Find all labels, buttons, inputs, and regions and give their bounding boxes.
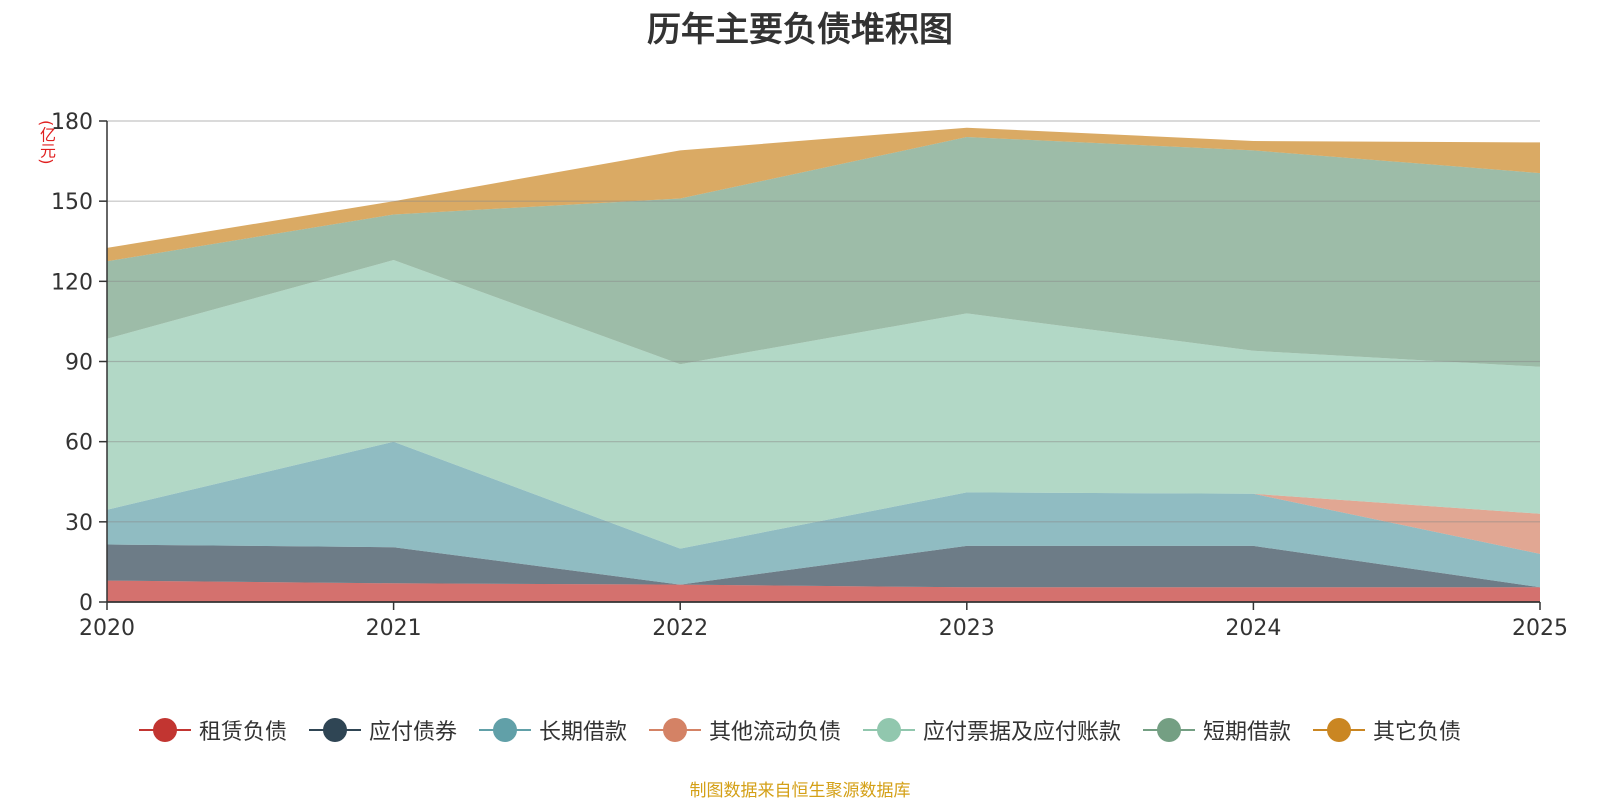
area-series-3 xyxy=(107,441,1540,588)
y-tick-label-0: 0 xyxy=(79,591,93,616)
x-tick-label-2023: 2023 xyxy=(939,616,995,641)
x-tick-label-2021: 2021 xyxy=(366,616,422,641)
legend-marker-icon xyxy=(863,717,915,743)
y-tick-label-120: 120 xyxy=(51,270,93,295)
chart-title: 历年主要负债堆积图 xyxy=(647,10,953,50)
y-tick-label-60: 60 xyxy=(65,431,93,456)
legend-item-4[interactable]: 其他流动负债 xyxy=(648,714,841,746)
legend-marker-icon xyxy=(478,717,531,743)
stacked-area-chart: 0 30 60 90 120 150 180 2020 2021 2022 2023 2024 2025 xyxy=(51,110,1568,641)
source-note: 制图数据来自恒生聚源数据库 xyxy=(689,781,911,801)
area-series-2 xyxy=(107,544,1540,588)
x-tick-label-2024: 2024 xyxy=(1225,616,1281,641)
legend-item-2[interactable]: 应付债券 xyxy=(308,714,457,746)
legend-label: 应付票据及应付账款 xyxy=(923,720,1122,745)
x-tick-label-2020: 2020 xyxy=(79,616,135,641)
y-tick-label-180: 180 xyxy=(51,110,93,135)
x-tick-label-2025: 2025 xyxy=(1512,616,1568,641)
area-series-6 xyxy=(107,137,1540,367)
legend-label: 长期借款 xyxy=(538,720,627,745)
area-series-5 xyxy=(107,260,1540,549)
area-series-1 xyxy=(107,580,1540,602)
legend-item-1[interactable]: 租赁负债 xyxy=(138,714,287,746)
legend-marker-icon xyxy=(1313,717,1366,743)
legend-item-3[interactable]: 长期借款 xyxy=(478,714,627,746)
legend-label: 应付债券 xyxy=(368,720,457,745)
legend-label: 短期借款 xyxy=(1203,720,1292,745)
legend-label: 租赁负债 xyxy=(198,720,287,745)
legend-label: 其它负债 xyxy=(1373,720,1462,745)
y-tick-label-90: 90 xyxy=(65,351,93,376)
legend-marker-icon xyxy=(1143,717,1196,743)
legend-item-7[interactable]: 其它负债 xyxy=(1313,714,1461,746)
area-series-7 xyxy=(107,127,1540,262)
legend-label: 其他流动负债 xyxy=(708,720,841,745)
y-tick-label-30: 30 xyxy=(65,511,93,536)
legend-item-5[interactable]: 应付票据及应付账款 xyxy=(863,714,1121,746)
legend-marker-icon xyxy=(138,717,191,743)
y-tick-label-150: 150 xyxy=(51,190,93,215)
y-axis-unit-label: (亿元) xyxy=(37,120,56,165)
x-tick-label-2022: 2022 xyxy=(652,616,708,641)
legend-item-6[interactable]: 短期借款 xyxy=(1143,714,1291,746)
legend-marker-icon xyxy=(308,717,361,743)
legend: 租赁负债 应付债券 长期借款 其他流动负债 应付票据及应付账款 短期借款 其它负债 xyxy=(0,714,1600,746)
legend-marker-icon xyxy=(648,717,701,743)
